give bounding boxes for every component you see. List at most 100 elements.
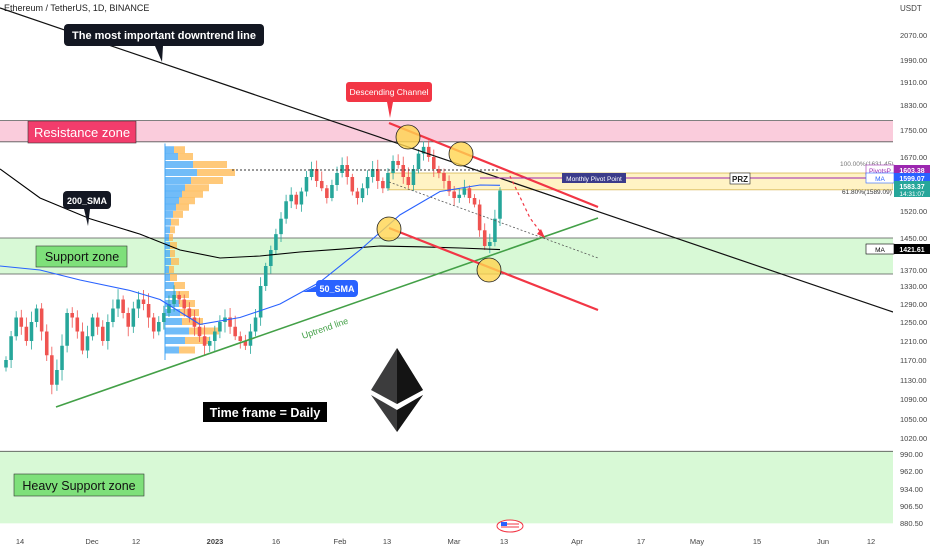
volume-bar-sell	[174, 146, 185, 154]
price-tick-label: 1250.00	[900, 318, 927, 327]
candle-body	[207, 341, 212, 346]
candle-body	[116, 299, 120, 309]
candle-body	[452, 191, 456, 198]
timeframe-label: Time frame = Daily	[210, 406, 321, 420]
downtrend-callout: The most important downtrend line	[64, 24, 264, 62]
volume-bar-buy	[165, 318, 182, 325]
time-tick-label: 16	[272, 537, 280, 546]
volume-bar-buy	[165, 337, 185, 344]
flag-icon	[496, 519, 524, 533]
price-tick-label: 1130.00	[900, 376, 927, 385]
candle-body	[126, 313, 131, 327]
price-tick-label: 1020.00	[900, 434, 927, 443]
volume-bar-buy	[165, 234, 169, 241]
badge-tag-label: MA	[875, 176, 885, 183]
sma50-label: 50_SMA	[319, 284, 355, 294]
candle-body	[330, 185, 334, 198]
time-tick-label: 12	[867, 537, 875, 546]
time-tick-label: 13	[383, 537, 391, 546]
candle-body	[304, 177, 309, 192]
time-tick-label: May	[690, 537, 704, 546]
candle-body	[340, 165, 344, 173]
touch-circle-3	[376, 216, 402, 242]
volume-bar-buy	[165, 282, 174, 289]
volume-bar-sell	[197, 169, 235, 176]
candle-body	[182, 299, 187, 309]
volume-bar-sell	[182, 190, 203, 198]
candle-body	[55, 370, 59, 385]
price-tick-label: 2070.00	[900, 31, 927, 40]
volume-bar-buy	[165, 169, 197, 176]
candle-body	[421, 146, 426, 154]
volume-bar-buy	[165, 146, 174, 154]
candle-body	[462, 188, 467, 195]
candle-body	[325, 188, 329, 198]
candle-body	[44, 331, 49, 356]
volume-bar-buy	[165, 218, 171, 226]
heavy-label: Heavy Support zone	[22, 479, 135, 493]
badge-tag-label: PivotsP	[869, 168, 891, 175]
time-tick-label: Mar	[448, 537, 461, 546]
prz-tag: PRZ	[729, 172, 751, 185]
candle-body	[29, 322, 34, 341]
candle-body	[350, 177, 355, 192]
timeframe-box: Time frame = Daily	[203, 402, 327, 422]
prz-label: PRZ	[732, 175, 748, 184]
badge-countdown: 14:31:07	[899, 191, 925, 198]
resistance-label-box: Resistance zone	[27, 120, 137, 144]
candle-body	[39, 308, 44, 332]
volume-bar-buy	[165, 197, 179, 205]
price-tick-label: 1330.00	[900, 282, 927, 291]
volume-bar-sell	[176, 291, 189, 298]
volume-bar-sell	[193, 161, 227, 168]
price-tick-label: 990.00	[900, 450, 923, 459]
candle-body	[4, 360, 8, 368]
candle-body	[319, 181, 324, 189]
candle-body	[167, 304, 171, 313]
candle-body	[243, 341, 248, 346]
volume-bar-buy	[165, 250, 170, 257]
volume-bar-sell	[170, 226, 175, 234]
volume-bar-sell	[178, 153, 193, 160]
sma50-callout: 50_SMA	[303, 280, 358, 297]
price-tick-label: 1750.00	[900, 126, 927, 135]
candle-body	[19, 317, 24, 327]
price-tick-label: 1370.00	[900, 266, 927, 275]
touch-circle-1	[395, 124, 421, 150]
candle-body	[406, 177, 411, 185]
badge-value-box	[894, 165, 930, 175]
candle-body	[299, 191, 304, 205]
volume-bar-buy	[165, 190, 182, 198]
sma200-callout: 200_SMA	[63, 191, 111, 226]
candle-body	[284, 201, 288, 219]
price-axis-bg	[893, 0, 932, 550]
volume-bar-sell	[191, 177, 223, 184]
candle-body	[289, 194, 293, 202]
volume-bar-sell	[185, 184, 209, 192]
support-label: Support zone	[45, 250, 119, 264]
chart-header: Ethereum / TetherUS, 1D, BINANCE	[4, 3, 149, 13]
candle-body	[274, 234, 278, 250]
badge-tag-label: MA	[875, 247, 885, 254]
channel-callout: Descending Channel	[346, 82, 432, 118]
candle-body	[85, 336, 90, 351]
candle-body	[442, 173, 446, 181]
volume-bar-sell	[171, 218, 179, 226]
candle-body	[498, 190, 502, 219]
sma200-label: 200_SMA	[67, 196, 108, 206]
volume-bar-sell	[179, 300, 195, 307]
candle-body	[202, 336, 207, 346]
volume-bar-sell	[170, 274, 177, 281]
candle-body	[335, 173, 339, 185]
candle-body	[391, 161, 395, 173]
candle-body	[14, 317, 18, 337]
candle-body	[60, 345, 64, 370]
candle-body	[355, 191, 360, 198]
volume-bar-buy	[165, 153, 178, 160]
candle-body	[95, 317, 100, 327]
candle-body	[65, 313, 69, 346]
candle-body	[263, 266, 268, 286]
candle-body	[228, 317, 232, 327]
